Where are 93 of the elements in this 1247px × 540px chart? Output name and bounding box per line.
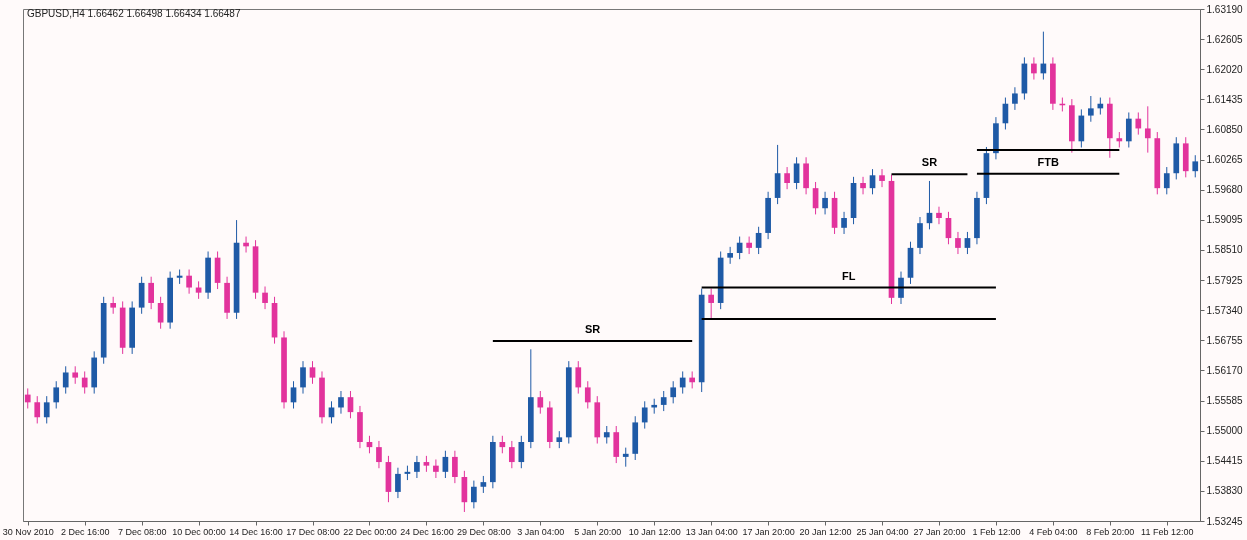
candlestick — [1012, 86, 1018, 111]
candlestick — [471, 480, 477, 509]
candlestick — [575, 360, 582, 395]
x-tick-label: 30 Nov 2010 — [2, 526, 54, 537]
x-tick-label: 14 Dec 16:00 — [229, 526, 283, 537]
candlestick — [309, 360, 316, 385]
annotation: FTB — [1037, 155, 1059, 168]
candlestick — [936, 206, 942, 225]
candlestick — [338, 390, 344, 415]
candlestick — [622, 447, 629, 468]
x-tick-label: 3 Jan 04:00 — [517, 526, 565, 537]
x-tick-label: 8 Feb 20:00 — [1086, 526, 1135, 537]
y-tick-label: 1.53830 — [1206, 485, 1244, 497]
candlestick — [157, 296, 164, 330]
y-tick-label: 1.62605 — [1206, 33, 1244, 45]
candlestick — [727, 246, 733, 265]
candlestick — [186, 269, 192, 295]
annotation: SR — [584, 323, 601, 336]
x-tick-label: 17 Dec 08:00 — [286, 526, 340, 537]
y-tick-label: 1.54415 — [1206, 455, 1244, 467]
candlestick — [53, 380, 60, 410]
candlestick — [376, 440, 382, 469]
annotation: FL — [842, 269, 856, 282]
candlestick — [537, 390, 544, 415]
y-tick-label: 1.62020 — [1206, 63, 1244, 75]
y-tick-label: 1.59095 — [1206, 214, 1244, 226]
y-tick-label: 1.55585 — [1206, 395, 1244, 407]
chart-title: GBPUSD,H4 1.66462 1.66498 1.66434 1.66487 — [27, 8, 241, 19]
x-tick-label: 25 Jan 04:00 — [856, 526, 909, 537]
x-tick-label: 10 Jan 12:00 — [628, 526, 681, 537]
candlestick — [148, 276, 154, 310]
candlestick — [1125, 111, 1132, 148]
x-tick-label: 20 Jan 12:00 — [799, 526, 852, 537]
candlestick — [841, 211, 847, 235]
candlestick — [62, 365, 69, 395]
x-tick-label: 4 Feb 04:00 — [1029, 526, 1078, 537]
x-tick-label: 11 Feb 12:00 — [1141, 526, 1194, 537]
y-tick-label: 1.55000 — [1206, 425, 1244, 437]
x-tick-label: 24 Dec 16:00 — [400, 526, 454, 537]
y-tick-label: 1.57925 — [1206, 274, 1244, 286]
y-tick-label: 1.63190 — [1206, 3, 1244, 15]
y-tick-label: 1.61435 — [1206, 93, 1244, 105]
candlestick — [1031, 56, 1037, 81]
candlestick — [860, 176, 866, 195]
candlestick — [584, 380, 591, 410]
x-tick-label: 13 Jan 04:00 — [685, 526, 738, 537]
candlestick — [1144, 105, 1151, 154]
x-tick-label: 22 Dec 00:00 — [343, 526, 397, 537]
candlestick — [508, 440, 515, 469]
candlestick — [452, 450, 458, 484]
candlestick — [793, 156, 800, 190]
candlestick — [34, 395, 41, 424]
y-tick-label: 1.60850 — [1206, 123, 1244, 135]
candlestick — [81, 370, 88, 395]
x-tick-label: 29 Dec 08:00 — [457, 526, 511, 537]
candlestick — [1135, 111, 1142, 136]
y-tick-label: 1.56755 — [1206, 334, 1244, 346]
y-tick-label: 1.60265 — [1206, 154, 1244, 166]
candlestick — [679, 370, 686, 395]
candlestick — [670, 380, 677, 404]
y-tick-label: 1.58510 — [1206, 244, 1244, 256]
y-tick-label: 1.56170 — [1206, 364, 1244, 376]
annotation: SR — [921, 156, 938, 169]
y-tick-label: 1.53245 — [1206, 515, 1244, 527]
candlestick — [1192, 154, 1199, 178]
y-tick-label: 1.57340 — [1206, 304, 1244, 316]
x-tick-label: 17 Jan 20:00 — [742, 526, 795, 537]
x-tick-label: 27 Jan 20:00 — [913, 526, 966, 537]
candlestick — [414, 455, 420, 479]
y-tick-label: 1.59680 — [1206, 184, 1244, 196]
candlestick — [24, 387, 31, 410]
candlestick — [784, 166, 790, 190]
x-tick-label: 10 Dec 00:00 — [172, 526, 226, 537]
candlestick — [395, 467, 401, 499]
x-tick-label: 5 Jan 20:00 — [574, 526, 622, 537]
candlestick — [660, 390, 667, 412]
candlestick — [746, 236, 752, 255]
candlestick — [955, 231, 961, 255]
candlestick — [300, 360, 306, 395]
candlestick — [1163, 166, 1170, 195]
x-tick-label: 2 Dec 16:00 — [60, 526, 110, 537]
x-tick-label: 1 Feb 12:00 — [972, 526, 1021, 537]
candlestick — [43, 395, 50, 424]
candlestick — [433, 458, 439, 479]
candlestick — [822, 191, 828, 215]
candlestick — [879, 168, 885, 188]
candlestick — [898, 271, 904, 305]
candlestick — [1088, 95, 1094, 123]
candlestick — [518, 435, 525, 469]
x-tick-label: 7 Dec 08:00 — [117, 526, 167, 537]
candlestick — [262, 285, 268, 310]
candlestick — [708, 288, 715, 320]
candlestick — [641, 400, 648, 430]
